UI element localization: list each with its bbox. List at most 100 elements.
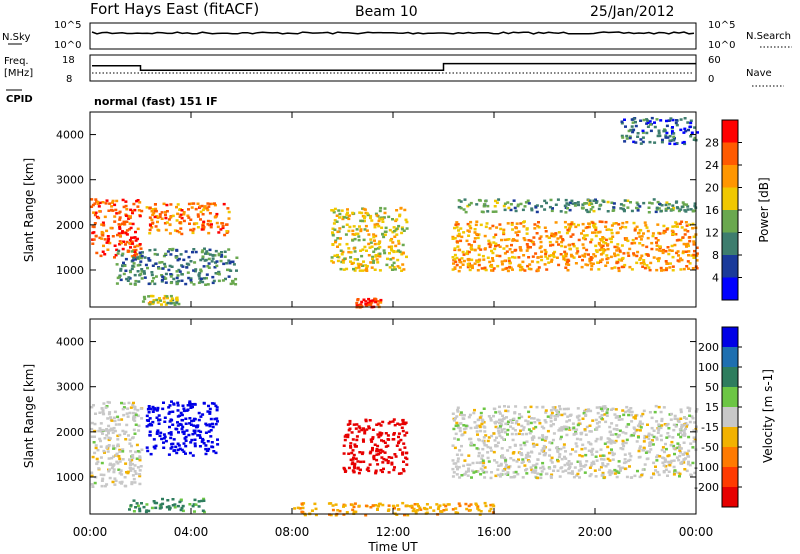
velocity-cell — [170, 445, 174, 449]
velocity-cell — [514, 421, 518, 425]
power-cell — [131, 211, 134, 215]
power-cell — [372, 261, 375, 264]
velocity-cell — [172, 403, 176, 406]
velocity-cell — [397, 432, 401, 435]
power-cell — [367, 297, 371, 301]
velocity-cell — [396, 508, 400, 511]
power-cell — [206, 208, 210, 212]
velocity-cell — [107, 444, 111, 447]
velocity-cell — [569, 472, 573, 475]
velocity-cell — [498, 434, 502, 438]
power-cell — [373, 242, 377, 246]
velocity-cell — [93, 435, 96, 438]
power-cell — [363, 245, 367, 249]
velocity-cell — [108, 411, 112, 414]
velocity-cell — [352, 470, 356, 474]
velocity-cell — [364, 418, 368, 422]
power-cell — [554, 232, 558, 235]
velocity-cell — [349, 445, 352, 448]
power-cell — [130, 240, 134, 243]
velocity-cell — [401, 501, 405, 505]
power-cell — [108, 202, 112, 205]
power-cell — [122, 223, 126, 226]
velocity-cell — [600, 407, 603, 411]
power-cell — [693, 136, 697, 140]
velocity-cell — [121, 448, 125, 451]
velocity-cell — [555, 411, 559, 414]
power-cell — [127, 217, 131, 220]
velocity-cell — [351, 461, 355, 464]
power-cell — [341, 261, 345, 264]
power-cell — [227, 259, 231, 262]
velocity-cell — [484, 504, 488, 508]
power-cell — [195, 222, 199, 225]
power-cell — [168, 223, 172, 226]
velocity-cell — [561, 427, 565, 431]
power-cell — [538, 246, 542, 250]
velocity-cell — [542, 467, 546, 471]
power-cell — [113, 220, 117, 223]
velocity-cell — [387, 422, 391, 425]
velocity-cell — [480, 457, 484, 460]
velocity-cell — [121, 407, 125, 411]
power-cell — [169, 281, 173, 285]
velocity-cell — [511, 438, 515, 442]
power-cell — [125, 220, 129, 223]
velocity-cell — [192, 417, 196, 421]
power-cell — [594, 244, 598, 248]
power-cell — [131, 222, 135, 226]
velocity-cell — [117, 418, 121, 422]
power-cell — [138, 263, 142, 267]
velocity-cell — [116, 415, 120, 419]
velocity-cell — [188, 404, 192, 407]
velocity-cell — [479, 473, 483, 476]
power-cell — [371, 255, 375, 259]
power-cell — [148, 232, 152, 235]
power-cell — [454, 223, 458, 226]
velocity-cell — [506, 473, 510, 476]
power-cell — [107, 209, 111, 212]
power-cell — [615, 261, 619, 265]
power-cell — [659, 210, 663, 213]
velocity-cell — [692, 440, 696, 443]
power-cell — [525, 243, 529, 246]
velocity-cell — [116, 443, 120, 446]
velocity-cell — [666, 474, 669, 477]
velocity-cell — [598, 468, 601, 471]
power-cell — [666, 136, 670, 139]
power-cell — [221, 222, 225, 225]
velocity-cell — [163, 416, 167, 419]
velocity-cell — [112, 463, 116, 466]
power-cell — [102, 244, 105, 248]
velocity-cell — [157, 419, 161, 422]
power-cell — [505, 266, 509, 270]
power-cell — [392, 229, 396, 233]
velocity-cell — [374, 504, 378, 507]
power-cell — [487, 239, 491, 243]
power-cell — [489, 243, 493, 247]
power-cell — [121, 247, 125, 251]
velocity-cell — [559, 447, 563, 451]
velocity-cell — [132, 499, 136, 502]
power-cell — [567, 203, 571, 206]
velocity-cell — [105, 434, 109, 437]
power-cell — [101, 234, 105, 237]
power-cell — [468, 224, 472, 228]
velocity-cell — [479, 411, 483, 415]
power-cell — [361, 219, 365, 223]
power-cell — [522, 225, 526, 228]
velocity-cell — [649, 448, 653, 451]
velocity-cell — [381, 450, 385, 453]
power-cell — [475, 259, 479, 262]
velocity-cell — [548, 448, 552, 452]
noise-left-label: N.Sky — [2, 32, 30, 43]
power-cell — [377, 224, 381, 228]
velocity-cell — [211, 425, 215, 429]
power-cell — [648, 201, 652, 205]
power-cell — [683, 117, 687, 120]
power-cell — [105, 199, 109, 202]
velocity-cell — [601, 405, 605, 408]
power-cell — [139, 247, 143, 250]
power-cell — [650, 116, 654, 120]
velocity-cell — [617, 471, 621, 474]
